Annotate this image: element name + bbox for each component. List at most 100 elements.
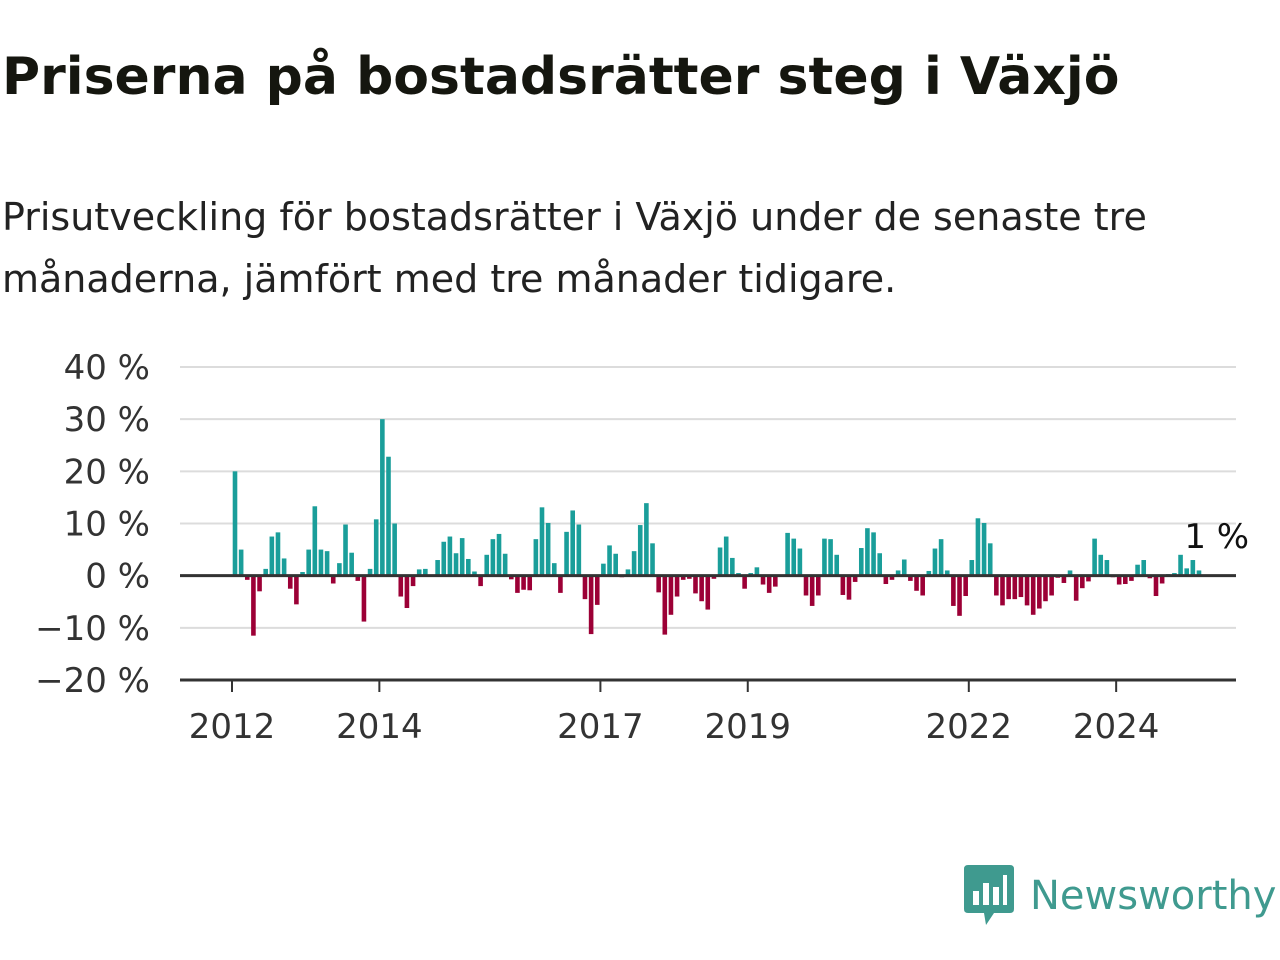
bar <box>251 575 256 636</box>
bar <box>582 575 588 600</box>
bar <box>926 570 932 576</box>
bar <box>588 575 594 635</box>
bar <box>263 568 268 576</box>
bar <box>803 575 809 596</box>
bar <box>791 538 797 576</box>
bar <box>466 558 471 576</box>
bar <box>773 575 778 587</box>
bar <box>343 524 348 576</box>
bar <box>324 551 330 576</box>
bar <box>711 575 717 579</box>
bar <box>785 532 790 576</box>
bar <box>281 558 287 576</box>
bar <box>1086 575 1091 582</box>
chart-bars <box>232 419 1202 636</box>
bar <box>244 575 250 580</box>
bar <box>594 575 600 605</box>
bar <box>509 575 514 580</box>
bar <box>1037 575 1042 609</box>
bar <box>380 419 385 576</box>
bar <box>889 575 895 580</box>
bar <box>994 575 999 596</box>
bar <box>398 575 404 597</box>
bar <box>981 522 987 576</box>
bar <box>613 553 618 576</box>
x-tick-label: 2022 <box>926 707 1013 747</box>
bar <box>1080 575 1085 589</box>
x-tick-label: 2014 <box>336 707 423 747</box>
bar <box>987 543 993 576</box>
x-axis-ticks: 2012 2014 2017 2019 2022 2024 <box>189 680 1160 747</box>
bar <box>766 575 772 593</box>
bar <box>570 510 575 576</box>
bar <box>435 560 440 576</box>
y-tick-label: −20 % <box>35 661 150 701</box>
y-tick-label: 0 % <box>85 557 150 597</box>
bar <box>490 539 496 576</box>
bar <box>294 575 299 605</box>
bar <box>275 532 281 576</box>
bar <box>656 575 661 593</box>
bar <box>877 553 882 576</box>
bar <box>1030 575 1036 615</box>
bar <box>650 543 655 576</box>
y-tick-label: 20 % <box>64 452 150 492</box>
bar <box>816 575 821 596</box>
bar <box>349 552 354 576</box>
bar <box>1067 570 1073 576</box>
bar <box>1153 575 1159 597</box>
bar <box>1184 568 1189 576</box>
bar <box>1123 575 1128 585</box>
bar <box>1043 575 1048 602</box>
x-tick-label: 2024 <box>1073 707 1160 747</box>
bar <box>846 575 852 600</box>
bar <box>558 575 563 593</box>
bar <box>478 575 483 587</box>
bar <box>269 536 275 576</box>
bar <box>705 575 711 610</box>
bar <box>865 528 870 576</box>
bar <box>1049 575 1054 596</box>
bar <box>361 575 367 622</box>
bar <box>1006 575 1011 600</box>
y-tick-label: 40 % <box>64 348 150 388</box>
bar <box>951 575 956 606</box>
bar <box>367 568 373 576</box>
bar <box>551 563 557 576</box>
bar <box>533 539 539 576</box>
bar <box>238 549 244 576</box>
bar <box>502 553 508 576</box>
bar <box>631 551 637 576</box>
bar <box>545 522 551 576</box>
bar <box>637 525 643 576</box>
bar <box>920 575 925 596</box>
bar <box>1092 538 1097 576</box>
bar <box>287 575 293 589</box>
bar <box>355 575 361 581</box>
bar <box>1061 575 1067 583</box>
bar-chart: 40 %30 %20 %10 %0 %−10 %−20 % 2012 2014 20… <box>35 348 1249 747</box>
bar <box>901 559 907 576</box>
bar <box>232 471 238 576</box>
bar <box>717 547 723 576</box>
bar <box>527 575 533 591</box>
bar <box>858 548 864 576</box>
x-tick-label: 2012 <box>189 707 276 747</box>
chart-title: Priserna på bostadsrätter steg i Växjö <box>2 47 1120 107</box>
bar <box>822 538 827 576</box>
bar <box>318 549 324 576</box>
bar <box>644 503 649 576</box>
bar <box>306 549 311 576</box>
bar <box>742 575 747 589</box>
bar <box>576 524 582 576</box>
bar <box>975 518 981 576</box>
bar <box>908 575 913 581</box>
bar <box>871 532 876 576</box>
chart-gridlines <box>180 366 1236 629</box>
bar <box>423 568 428 576</box>
bar <box>662 575 668 635</box>
bar <box>607 545 612 576</box>
x-tick-label: 2019 <box>704 707 791 747</box>
bar <box>337 563 342 576</box>
bar <box>760 575 766 585</box>
